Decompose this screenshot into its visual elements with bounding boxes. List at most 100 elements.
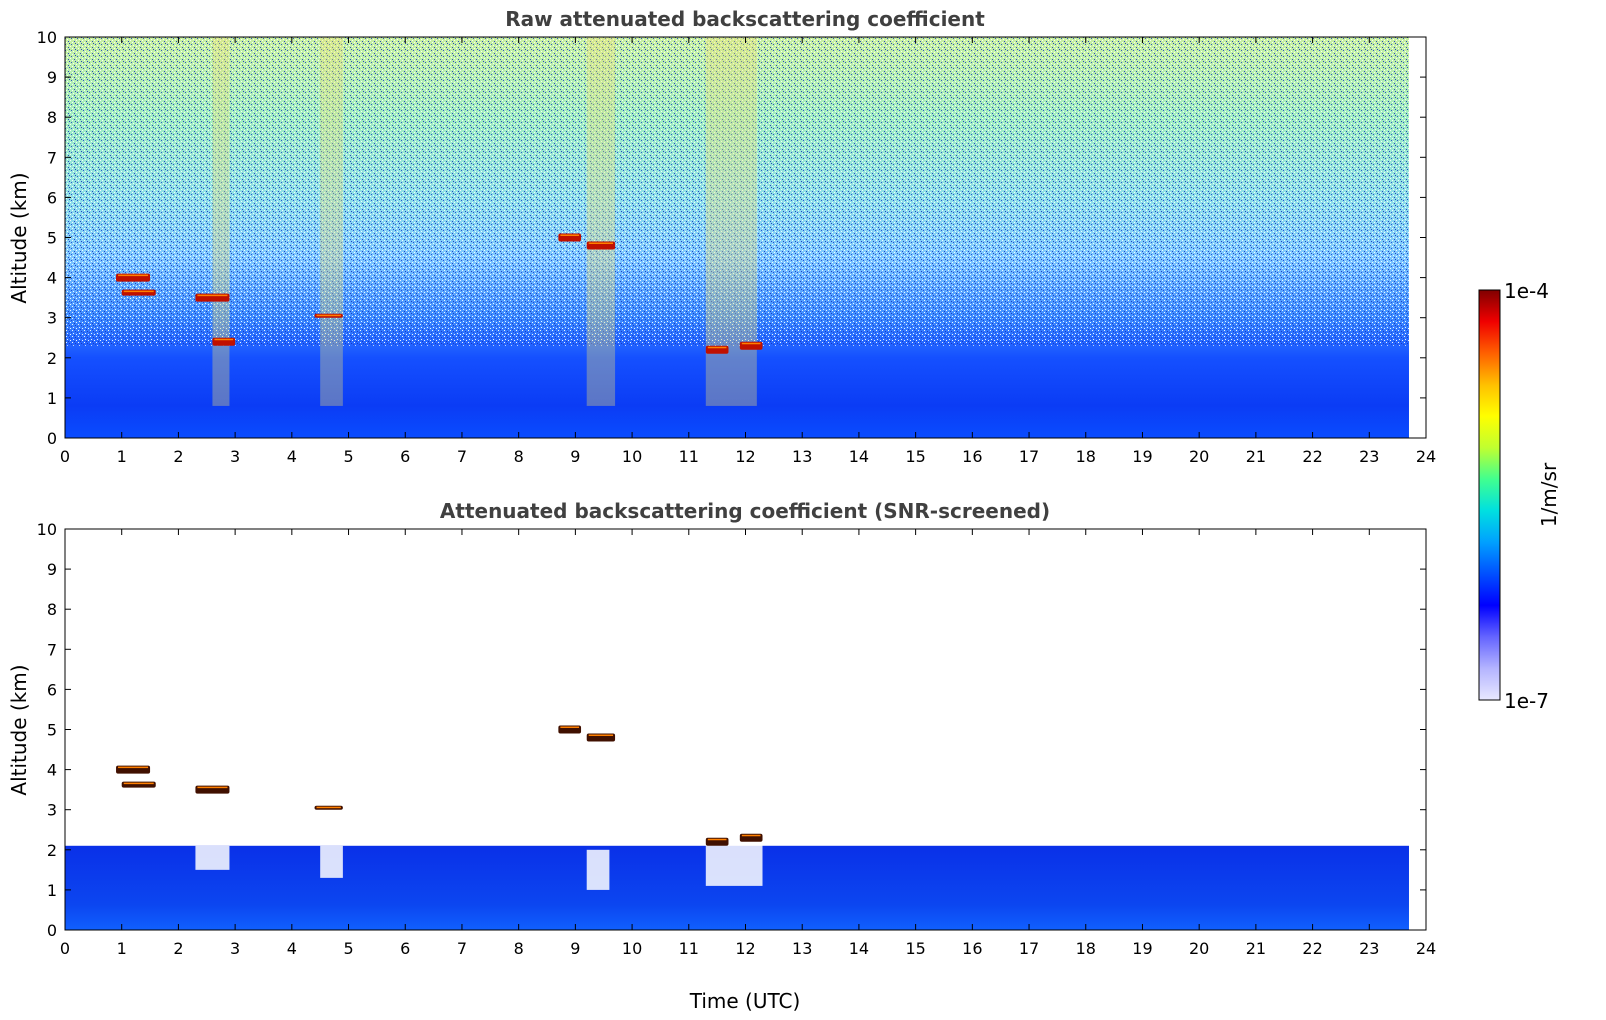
y-tick-label: 2	[47, 841, 57, 860]
y-tick-label: 5	[47, 721, 57, 740]
x-tick-label: 2	[173, 447, 183, 466]
x-tick-label: 3	[230, 447, 240, 466]
x-tick-label: 15	[905, 447, 925, 466]
screened-gap	[195, 845, 230, 870]
cloud-edge	[707, 346, 727, 349]
colorbar-max-label: 1e-4	[1504, 279, 1549, 303]
x-axis-ticks: 0 1 2 3 4 5 6 7 8 9 10 11 12 13 14 15 16 17 18 19 20 21 22 23 24	[60, 37, 1436, 466]
plot-area	[64, 528, 1427, 931]
panel-title: Raw attenuated backscattering coefficien…	[505, 7, 985, 31]
y-tick-label: 3	[47, 309, 57, 328]
raw-backscatter-panel: Raw attenuated backscattering coefficien…	[7, 7, 1436, 466]
y-tick-label: 4	[47, 269, 57, 288]
y-tick-label: 6	[47, 680, 57, 699]
y-axis-label: Altitude (km)	[7, 172, 31, 303]
cloud-edge	[707, 838, 727, 841]
x-tick-label: 16	[962, 939, 982, 958]
x-tick-label: 21	[1246, 939, 1266, 958]
x-tick-label: 17	[1019, 939, 1039, 958]
y-tick-label: 8	[47, 108, 57, 127]
x-tick-label: 11	[679, 939, 699, 958]
cloud-edge	[316, 806, 341, 809]
x-tick-label: 22	[1302, 447, 1322, 466]
x-tick-label: 5	[343, 939, 353, 958]
colorbar: 1e-4 1e-7 1/m/sr	[1478, 279, 1561, 713]
cloud-edge	[560, 726, 580, 728]
colorbar-min-label: 1e-7	[1504, 689, 1549, 713]
x-tick-label: 1	[117, 939, 127, 958]
noise-overlay	[65, 37, 1409, 346]
x-tick-label: 23	[1359, 939, 1379, 958]
x-tick-label: 9	[570, 447, 580, 466]
y-axis-ticks: 0 1 2 3 4 5 6 7 8 9 10	[37, 28, 1426, 448]
x-tick-label: 12	[735, 447, 755, 466]
y-tick-label: 10	[37, 28, 57, 47]
y-axis-ticks: 0 1 2 3 4 5 6 7 8 9 10	[37, 520, 1426, 940]
colorbar-unit-label: 1/m/sr	[1537, 462, 1561, 527]
x-tick-label: 18	[1076, 939, 1096, 958]
x-axis-ticks: 0 1 2 3 4 5 6 7 8 9 10 11 12 13 14 15 16 17 18 19 20 21 22 23 24	[60, 529, 1436, 958]
y-tick-label: 9	[47, 560, 57, 579]
x-tick-label: 7	[457, 447, 467, 466]
y-tick-label: 9	[47, 68, 57, 87]
x-tick-label: 1	[117, 447, 127, 466]
x-tick-label: 10	[622, 939, 642, 958]
colorbar-gradient	[1478, 289, 1501, 701]
y-tick-label: 8	[47, 600, 57, 619]
cloud-edge	[741, 834, 761, 837]
cloud-edge	[197, 294, 228, 297]
snr-screened-panel: Attenuated backscattering coefficient (S…	[7, 499, 1436, 1013]
y-tick-label: 7	[47, 148, 57, 167]
x-tick-label: 0	[60, 939, 70, 958]
x-tick-label: 22	[1302, 939, 1322, 958]
x-axis-label: Time (UTC)	[689, 989, 801, 1013]
y-axis-label: Altitude (km)	[7, 664, 31, 795]
screened-gap	[320, 845, 343, 878]
x-tick-label: 20	[1189, 447, 1209, 466]
plot-area	[64, 36, 1427, 439]
screened-gap	[705, 841, 763, 886]
x-tick-label: 19	[1132, 447, 1152, 466]
x-tick-label: 12	[735, 939, 755, 958]
x-tick-label: 15	[905, 939, 925, 958]
cloud-edge	[197, 786, 228, 789]
y-tick-label: 0	[47, 429, 57, 448]
y-tick-label: 1	[47, 389, 57, 408]
y-tick-label: 4	[47, 761, 57, 780]
x-tick-label: 8	[514, 447, 524, 466]
precipitation-streak	[320, 37, 343, 406]
cloud-edge	[118, 274, 149, 277]
y-tick-label: 0	[47, 921, 57, 940]
x-tick-label: 7	[457, 939, 467, 958]
y-tick-label: 1	[47, 881, 57, 900]
cloud-edge	[588, 734, 614, 737]
cloud-edge	[214, 338, 234, 341]
y-tick-label: 10	[37, 520, 57, 539]
x-tick-label: 14	[849, 939, 869, 958]
y-tick-label: 3	[47, 801, 57, 820]
y-tick-label: 5	[47, 229, 57, 248]
x-tick-label: 6	[400, 447, 410, 466]
x-tick-label: 23	[1359, 447, 1379, 466]
x-tick-label: 4	[287, 939, 297, 958]
x-tick-label: 9	[570, 939, 580, 958]
x-tick-label: 24	[1416, 447, 1436, 466]
x-tick-label: 2	[173, 939, 183, 958]
y-tick-label: 2	[47, 349, 57, 368]
cloud-edge	[316, 314, 341, 317]
x-tick-label: 13	[792, 939, 812, 958]
x-tick-label: 4	[287, 447, 297, 466]
x-tick-label: 18	[1076, 447, 1096, 466]
screened-gap	[586, 849, 610, 890]
x-tick-label: 17	[1019, 447, 1039, 466]
x-tick-label: 21	[1246, 447, 1266, 466]
cloud-edge	[588, 242, 614, 245]
precipitation-streak	[212, 37, 230, 406]
cloud-edge	[123, 782, 154, 785]
x-tick-label: 10	[622, 447, 642, 466]
x-tick-label: 24	[1416, 939, 1436, 958]
cloud-layer	[121, 781, 156, 788]
y-tick-label: 6	[47, 188, 57, 207]
x-tick-label: 19	[1132, 939, 1152, 958]
